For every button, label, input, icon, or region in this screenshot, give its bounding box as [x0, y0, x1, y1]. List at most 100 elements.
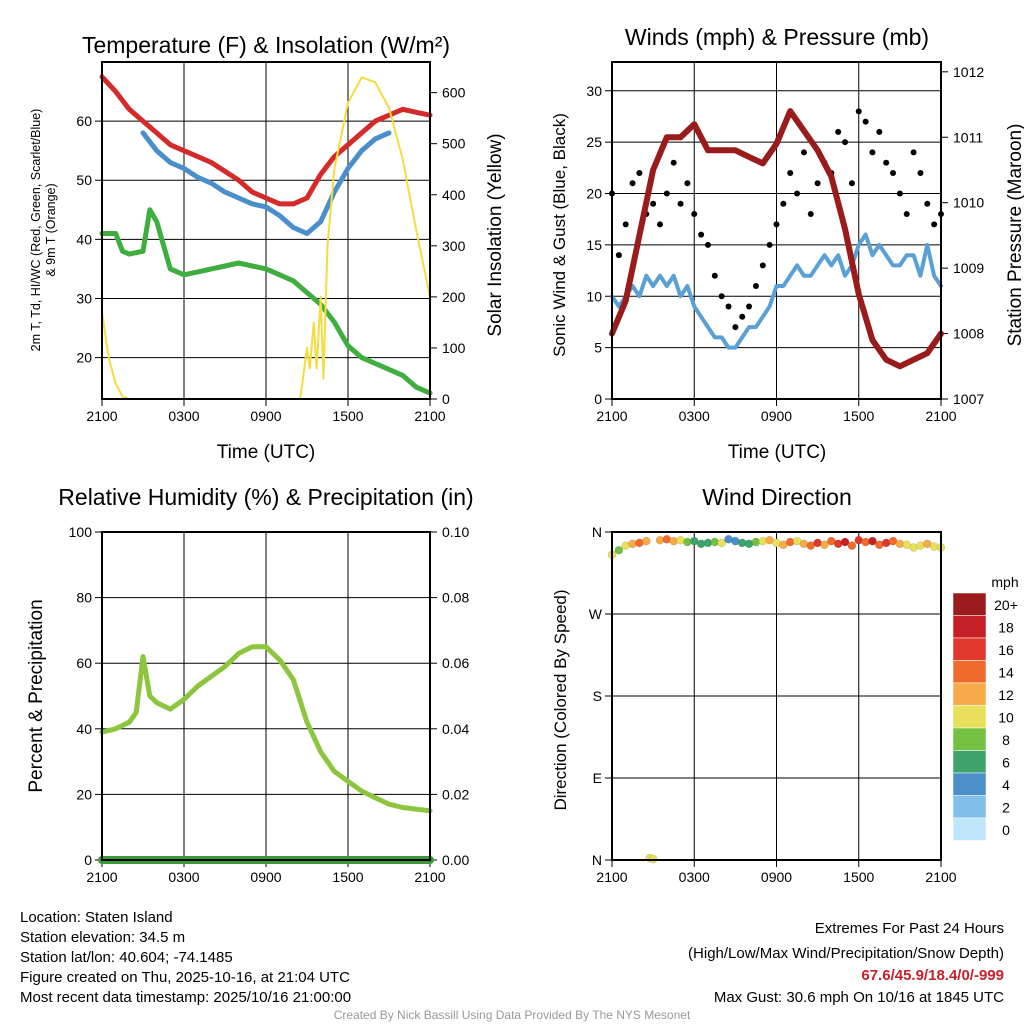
footer-latlon: Station lat/lon: 40.604; -74.1485 — [20, 949, 233, 966]
colorbar-label: 14 — [998, 665, 1014, 681]
gust-point — [794, 190, 801, 197]
gust-point — [876, 128, 883, 135]
y-tick-label: 50 — [76, 172, 92, 188]
y-tick-label: 30 — [76, 290, 92, 306]
y2-tick-label: 200 — [442, 289, 466, 305]
gust-point — [883, 159, 890, 166]
x-tick-label: 2100 — [596, 869, 627, 885]
x-tick-label: 1500 — [332, 408, 363, 424]
colorbar-label: 2 — [1002, 800, 1010, 816]
colorbar-swatch — [952, 817, 987, 841]
y-tick-label: 15 — [586, 237, 602, 253]
dir-chart-title: Wind Direction — [702, 484, 852, 510]
footer-recent: Most recent data timestamp: 2025/10/16 2… — [20, 989, 351, 1006]
colorbar-swatch — [952, 682, 987, 706]
colorbar-label: 16 — [998, 642, 1014, 658]
rh-chart-title: Relative Humidity (%) & Precipitation (i… — [58, 484, 473, 510]
y2-tick-label: 600 — [442, 85, 466, 101]
y2-tick-label: 0.10 — [442, 524, 469, 540]
gust-point — [842, 139, 849, 146]
colorbar-label: 6 — [1002, 755, 1010, 771]
colorbar-label: 20+ — [994, 597, 1018, 613]
wind-x-label: Time (UTC) — [728, 442, 827, 463]
gust-point — [725, 303, 732, 310]
colorbar-swatch — [952, 637, 987, 661]
gust-point — [622, 221, 629, 228]
gust-point — [787, 169, 794, 176]
gust-point — [691, 211, 698, 218]
x-tick-label: 0900 — [761, 408, 792, 424]
credit-text: Created By Nick Bassill Using Data Provi… — [334, 1008, 691, 1022]
x-tick-label: 1500 — [843, 869, 874, 885]
colorbar-swatch — [952, 660, 987, 684]
x-tick-label: 0300 — [168, 408, 199, 424]
colorbar-label: 10 — [998, 710, 1014, 726]
rh-y-label: Percent & Precipitation — [26, 599, 47, 792]
gust-point — [835, 128, 842, 135]
direction-point — [614, 545, 624, 555]
gust-point — [746, 303, 753, 310]
y2-tick-label: 0.00 — [442, 852, 469, 868]
y2-tick-label: 0.04 — [442, 721, 469, 737]
rh-plot-border — [101, 531, 431, 861]
y-tick-label: 0 — [594, 391, 602, 407]
colorbar-swatch — [952, 795, 987, 819]
extremes-values: 67.6/45.9/18.4/0/-999 — [861, 967, 1004, 984]
gust-point — [650, 200, 657, 207]
footer-right: Extremes For Past 24 Hours (High/Low/Max… — [688, 920, 1004, 1006]
gust-point — [855, 108, 862, 115]
x-tick-label: 1500 — [332, 869, 363, 885]
y2-tick-label: 1010 — [953, 195, 984, 211]
y2-tick-label: 0.02 — [442, 786, 469, 802]
gust-point — [656, 221, 663, 228]
colorbar-label: 8 — [1002, 732, 1010, 748]
direction-point — [840, 537, 850, 547]
gust-point — [677, 200, 684, 207]
gust-point — [890, 169, 897, 176]
gust-point — [917, 169, 924, 176]
y2-tick-label: 0 — [442, 391, 450, 407]
gust-point — [800, 149, 807, 156]
x-tick-label: 2100 — [86, 869, 117, 885]
temp-y-label: 2m T, Td, HI/WC (Red, Green, Scarlet/Blu… — [29, 109, 43, 352]
wind-y2-label: Station Pressure (Maroon) — [1005, 124, 1024, 347]
gust-point — [718, 293, 725, 300]
y2-tick-label: 100 — [442, 340, 466, 356]
y-tick-label: 5 — [594, 340, 602, 356]
gust-point — [814, 180, 821, 187]
gust-point — [684, 180, 691, 187]
footer-elevation: Station elevation: 34.5 m — [20, 929, 185, 946]
series-solar-insolation — [101, 76, 431, 400]
gust-point — [896, 190, 903, 197]
x-tick-label: 2100 — [414, 869, 445, 885]
y-tick-label: 60 — [76, 655, 92, 671]
footer-created: Figure created on Thu, 2025-10-16, at 21… — [20, 969, 350, 986]
wind-chart-title: Winds (mph) & Pressure (mb) — [625, 24, 929, 50]
extremes-title: Extremes For Past 24 Hours — [815, 920, 1004, 937]
x-tick-label: 2100 — [596, 408, 627, 424]
y-tick-label: 30 — [586, 83, 602, 99]
colorbar-swatch — [952, 615, 987, 639]
x-tick-label: 0300 — [679, 408, 710, 424]
gust-point — [807, 211, 814, 218]
dir-y-label: Direction (Colored By Speed) — [551, 589, 570, 810]
y-tick-label: 60 — [76, 113, 92, 129]
x-tick-label: 2100 — [925, 869, 956, 885]
colorbar-label: 0 — [1002, 822, 1010, 838]
dir-plot-border — [611, 531, 942, 861]
gust-point — [698, 231, 705, 238]
gust-point — [862, 118, 869, 125]
temp-plot-border — [101, 61, 431, 400]
y-tick-label: N — [592, 524, 602, 540]
direction-point — [642, 536, 651, 546]
y2-tick-label: 1009 — [953, 260, 984, 276]
wind-plot-border — [611, 61, 942, 400]
x-tick-label: 0900 — [250, 408, 281, 424]
gust-point — [732, 324, 739, 331]
gust-point — [773, 221, 780, 228]
direction-point — [847, 541, 857, 550]
y-tick-label: W — [589, 606, 603, 622]
y2-tick-label: 1007 — [953, 391, 984, 407]
temp-y-label-2: & 9m T (Orange) — [44, 183, 58, 276]
